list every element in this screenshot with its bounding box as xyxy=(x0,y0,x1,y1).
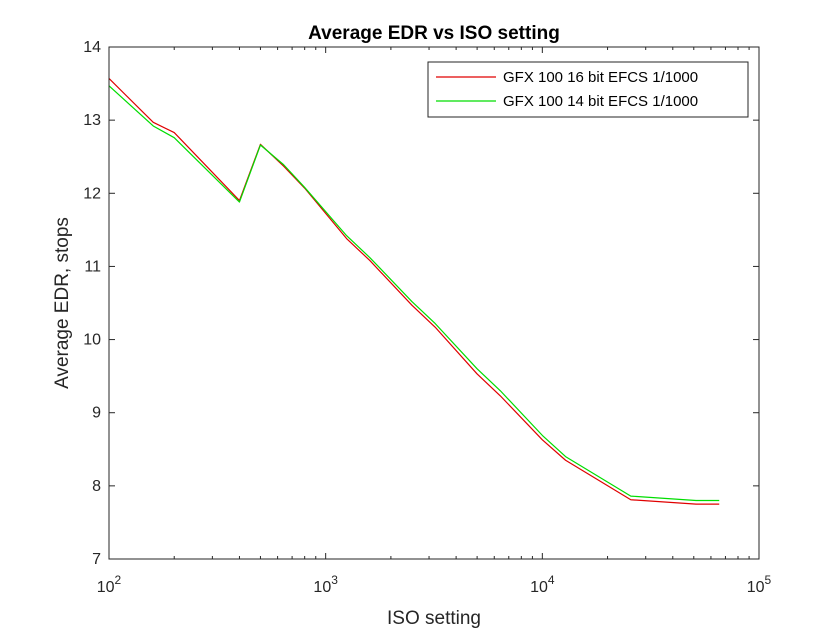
y-axis-label: Average EDR, stops xyxy=(52,217,73,389)
legend-box xyxy=(427,61,749,118)
axes-box xyxy=(108,46,760,560)
y-tick-label: 13 xyxy=(83,112,101,129)
series-line-0 xyxy=(108,78,720,505)
legend: GFX 100 16 bit EFCS 1/1000 GFX 100 14 bi… xyxy=(427,61,749,118)
legend-text-16bit: GFX 100 16 bit EFCS 1/1000 xyxy=(503,69,698,86)
series-layer xyxy=(108,78,720,505)
x-tick-label: 102 xyxy=(97,573,122,596)
series-line-1 xyxy=(108,85,720,502)
chart-title: Average EDR vs ISO setting xyxy=(308,23,560,44)
x-tick-label: 103 xyxy=(313,573,338,596)
plot-area xyxy=(109,47,759,559)
y-tick-label: 10 xyxy=(83,332,101,349)
y-tick-label: 11 xyxy=(84,258,101,275)
y-tick-label: 7 xyxy=(92,551,101,568)
x-axis-label: ISO setting xyxy=(387,608,481,629)
legend-text-14bit: GFX 100 14 bit EFCS 1/1000 xyxy=(503,93,698,110)
ticks-layer: 7 8 9 10 11 12 13 14 102 103 104 105 xyxy=(83,39,771,596)
y-tick-label: 14 xyxy=(83,39,101,56)
x-tick-label: 105 xyxy=(747,573,772,596)
y-tick-label: 8 xyxy=(92,478,101,495)
y-tick-label: 9 xyxy=(92,405,101,422)
y-tick-label: 12 xyxy=(83,185,101,202)
x-tick-label: 104 xyxy=(530,573,555,596)
